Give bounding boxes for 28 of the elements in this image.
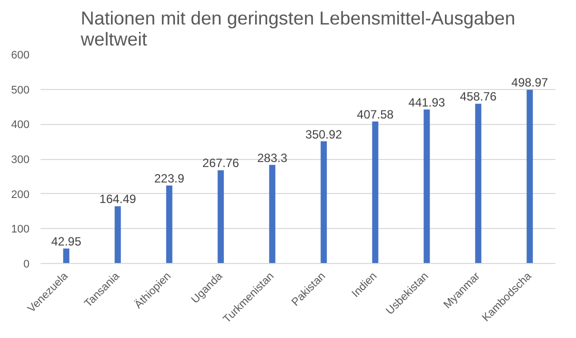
bar <box>218 170 224 264</box>
y-tick-label: 400 <box>11 119 30 132</box>
bar <box>424 110 430 264</box>
y-tick-label: 100 <box>11 224 30 236</box>
y-tick-label: 500 <box>11 84 30 96</box>
data-label: 441.93 <box>408 96 446 110</box>
data-label: 498.97 <box>511 76 548 90</box>
data-label: 407.58 <box>356 108 394 122</box>
data-label: 223.9 <box>154 172 185 186</box>
bar <box>475 104 482 264</box>
bar <box>166 186 172 264</box>
data-label: 42.95 <box>51 234 82 249</box>
data-label: 164.49 <box>99 192 136 206</box>
bar <box>114 206 121 264</box>
data-label: 267.76 <box>202 156 240 170</box>
bar <box>269 164 276 264</box>
y-tick-label: 200 <box>11 188 30 201</box>
data-label: 350.92 <box>305 127 342 142</box>
y-tick-label: 600 <box>11 50 30 62</box>
bar <box>63 248 70 264</box>
bar <box>372 122 378 264</box>
data-label: 458.76 <box>460 90 497 104</box>
y-tick-label: 300 <box>11 154 30 166</box>
data-label: 283.3 <box>257 150 288 165</box>
chart-title: Nationen mit den geringsten Lebensmittel-Ausgaben weltweit <box>80 8 516 50</box>
bar <box>320 141 327 264</box>
bar <box>526 90 533 264</box>
y-tick-label: 0 <box>23 258 30 270</box>
